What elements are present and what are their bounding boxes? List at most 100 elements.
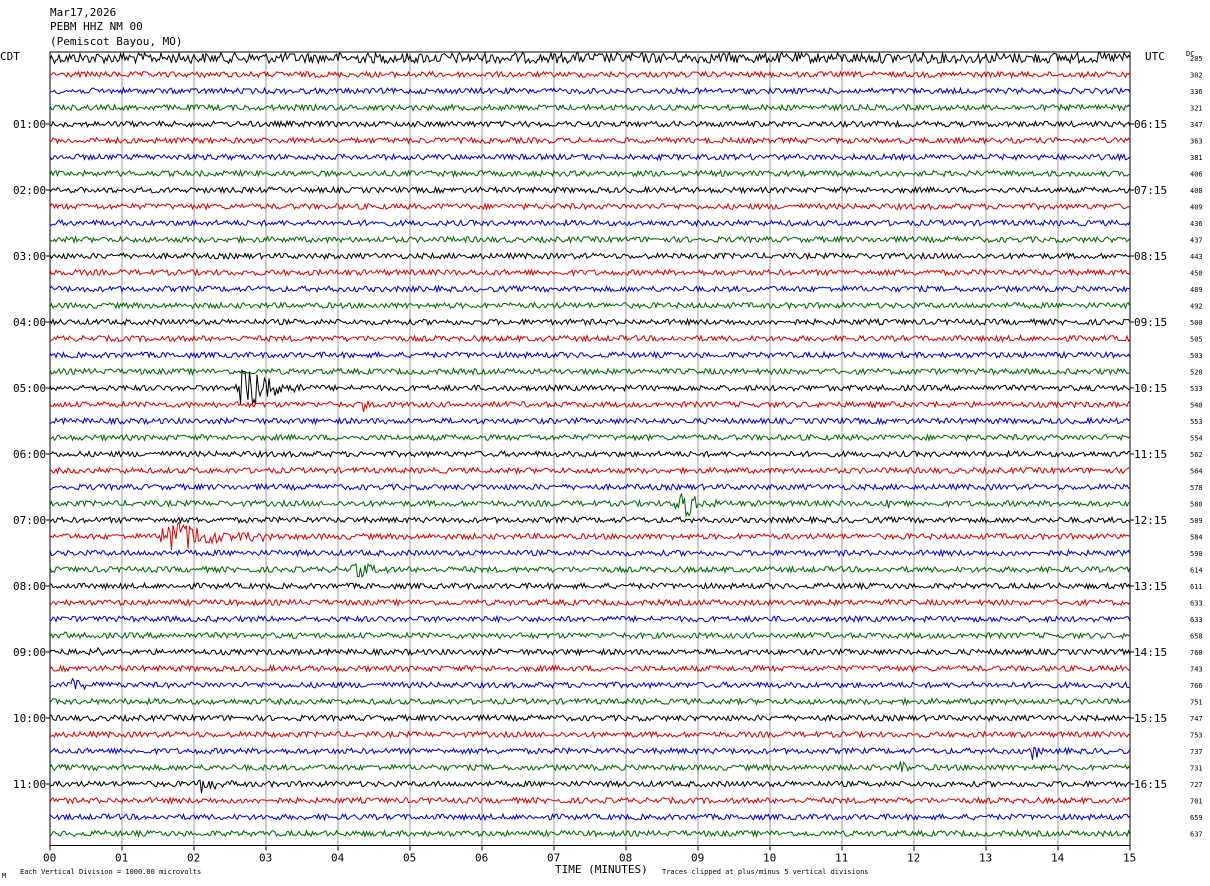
dc-offset-value: 751: [1190, 699, 1203, 707]
trace-group: [49, 51, 1131, 839]
x-tick-label: 14: [1051, 852, 1065, 865]
right-timezone-label: UTC: [1145, 50, 1165, 63]
dc-offset-value: 500: [1190, 319, 1203, 327]
seismic-trace: [49, 677, 1131, 691]
seismic-trace: [49, 713, 1131, 723]
left-hour-label: 06:00: [13, 448, 46, 461]
left-hour-label: 11:00: [13, 778, 46, 791]
dc-offset-value: 614: [1190, 567, 1203, 575]
dc-offset-value: 489: [1190, 286, 1203, 294]
seismic-trace: [49, 350, 1131, 360]
x-tick-label: 03: [259, 852, 272, 865]
dc-offset-value: 540: [1190, 402, 1203, 410]
right-hour-label: 15:15: [1134, 712, 1167, 725]
right-hour-labels: 06:15 07:15 08:15 09:15 10:15 11:15 12:15 13:15…: [1130, 118, 1167, 791]
dc-offset-labels: 285 302 336 321 347 363 381 406 408 409 436 437 443 4…: [1190, 55, 1203, 839]
right-hour-label: 09:15: [1134, 316, 1167, 329]
seismic-trace: [49, 202, 1131, 211]
seismic-trace: [49, 795, 1131, 806]
seismic-trace: [49, 548, 1131, 558]
dc-offset-value: 747: [1190, 715, 1203, 723]
right-hour-label: 16:15: [1134, 778, 1167, 791]
right-hour-label: 14:15: [1134, 646, 1167, 659]
seismic-trace: [49, 136, 1131, 145]
seismic-trace: [49, 267, 1131, 277]
seismic-trace: [49, 103, 1131, 112]
dc-offset-value: 633: [1190, 616, 1203, 624]
left-hour-label: 10:00: [13, 712, 46, 725]
x-tick-label: 15: [1123, 852, 1136, 865]
header-location: (Pemiscot Bayou, MO): [50, 35, 182, 48]
seismic-trace: [49, 367, 1131, 377]
x-tick-label: 13: [979, 852, 992, 865]
dc-offset-value: 766: [1190, 682, 1203, 690]
right-hour-label: 11:15: [1134, 448, 1167, 461]
x-tick-label: 08: [619, 852, 632, 865]
dc-offset-value: 578: [1190, 484, 1203, 492]
x-tick-label: 01: [115, 852, 128, 865]
dc-offset-value: 381: [1190, 154, 1203, 162]
dc-offset-value: 443: [1190, 253, 1203, 261]
seismic-trace: [49, 251, 1131, 261]
seismic-trace: [49, 119, 1131, 129]
seismic-trace: [49, 696, 1131, 707]
seismic-trace: [49, 86, 1131, 96]
time-grid: [49, 51, 1131, 846]
dc-offset-value: 580: [1190, 501, 1203, 509]
seismic-trace: [49, 317, 1131, 327]
dc-offset-value: 408: [1190, 187, 1203, 195]
x-tick-label: 02: [187, 852, 200, 865]
dc-offset-value: 285: [1190, 55, 1203, 63]
seismic-trace: [49, 70, 1131, 79]
seismic-trace: [49, 371, 1131, 405]
seismic-trace: [49, 301, 1131, 310]
dc-offset-value: 409: [1190, 204, 1203, 212]
dc-offset-value: 589: [1190, 517, 1203, 525]
dc-offset-value: 505: [1190, 336, 1203, 344]
seismic-trace: [49, 664, 1131, 673]
seismic-trace: [49, 493, 1131, 518]
seismic-trace: [49, 562, 1131, 579]
dc-offset-value: 406: [1190, 171, 1203, 179]
dc-offset-value: 637: [1190, 831, 1203, 839]
dc-offset-value: 492: [1190, 303, 1203, 311]
left-hour-label: 04:00: [13, 316, 46, 329]
dc-offset-value: 347: [1190, 121, 1203, 129]
dc-offset-value: 336: [1190, 88, 1203, 96]
seismic-trace: [49, 168, 1131, 178]
seismic-trace: [49, 646, 1131, 657]
seismic-trace: [49, 581, 1131, 591]
dc-offset-value: 743: [1190, 666, 1203, 674]
logo-mark: M: [2, 872, 6, 880]
seismic-trace: [49, 515, 1131, 525]
dc-offset-value: 731: [1190, 765, 1203, 773]
right-hour-label: 06:15: [1134, 118, 1167, 131]
header-station: PEBM HHZ NM 00: [50, 20, 143, 33]
left-hour-label: 01:00: [13, 118, 46, 131]
right-hour-label: 12:15: [1134, 514, 1167, 527]
right-hour-label: 08:15: [1134, 250, 1167, 263]
dc-offset-value: 436: [1190, 220, 1203, 228]
dc-column-label: DC: [1186, 50, 1194, 58]
x-tick-label: 00: [43, 852, 56, 865]
header-date: Mar17,2026: [50, 6, 116, 19]
x-tick-label: 04: [331, 852, 345, 865]
dc-offset-value: 633: [1190, 600, 1203, 608]
dc-offset-value: 520: [1190, 369, 1203, 377]
x-axis-title: TIME (MINUTES): [555, 863, 648, 876]
seismic-trace: [50, 482, 1131, 492]
dc-offset-value: 450: [1190, 270, 1203, 278]
seismic-trace: [49, 51, 1131, 65]
left-hour-label: 03:00: [13, 250, 46, 263]
seismic-trace: [49, 761, 1131, 773]
left-timezone-label: CDT: [0, 50, 20, 63]
seismic-trace: [49, 614, 1131, 624]
dc-offset-value: 321: [1190, 105, 1203, 113]
seismic-trace: [49, 746, 1131, 760]
dc-offset-value: 533: [1190, 385, 1203, 393]
seismic-trace: [49, 334, 1131, 343]
dc-offset-value: 553: [1190, 418, 1203, 426]
x-tick-label: 09: [691, 852, 704, 865]
x-tick-label: 06: [475, 852, 488, 865]
